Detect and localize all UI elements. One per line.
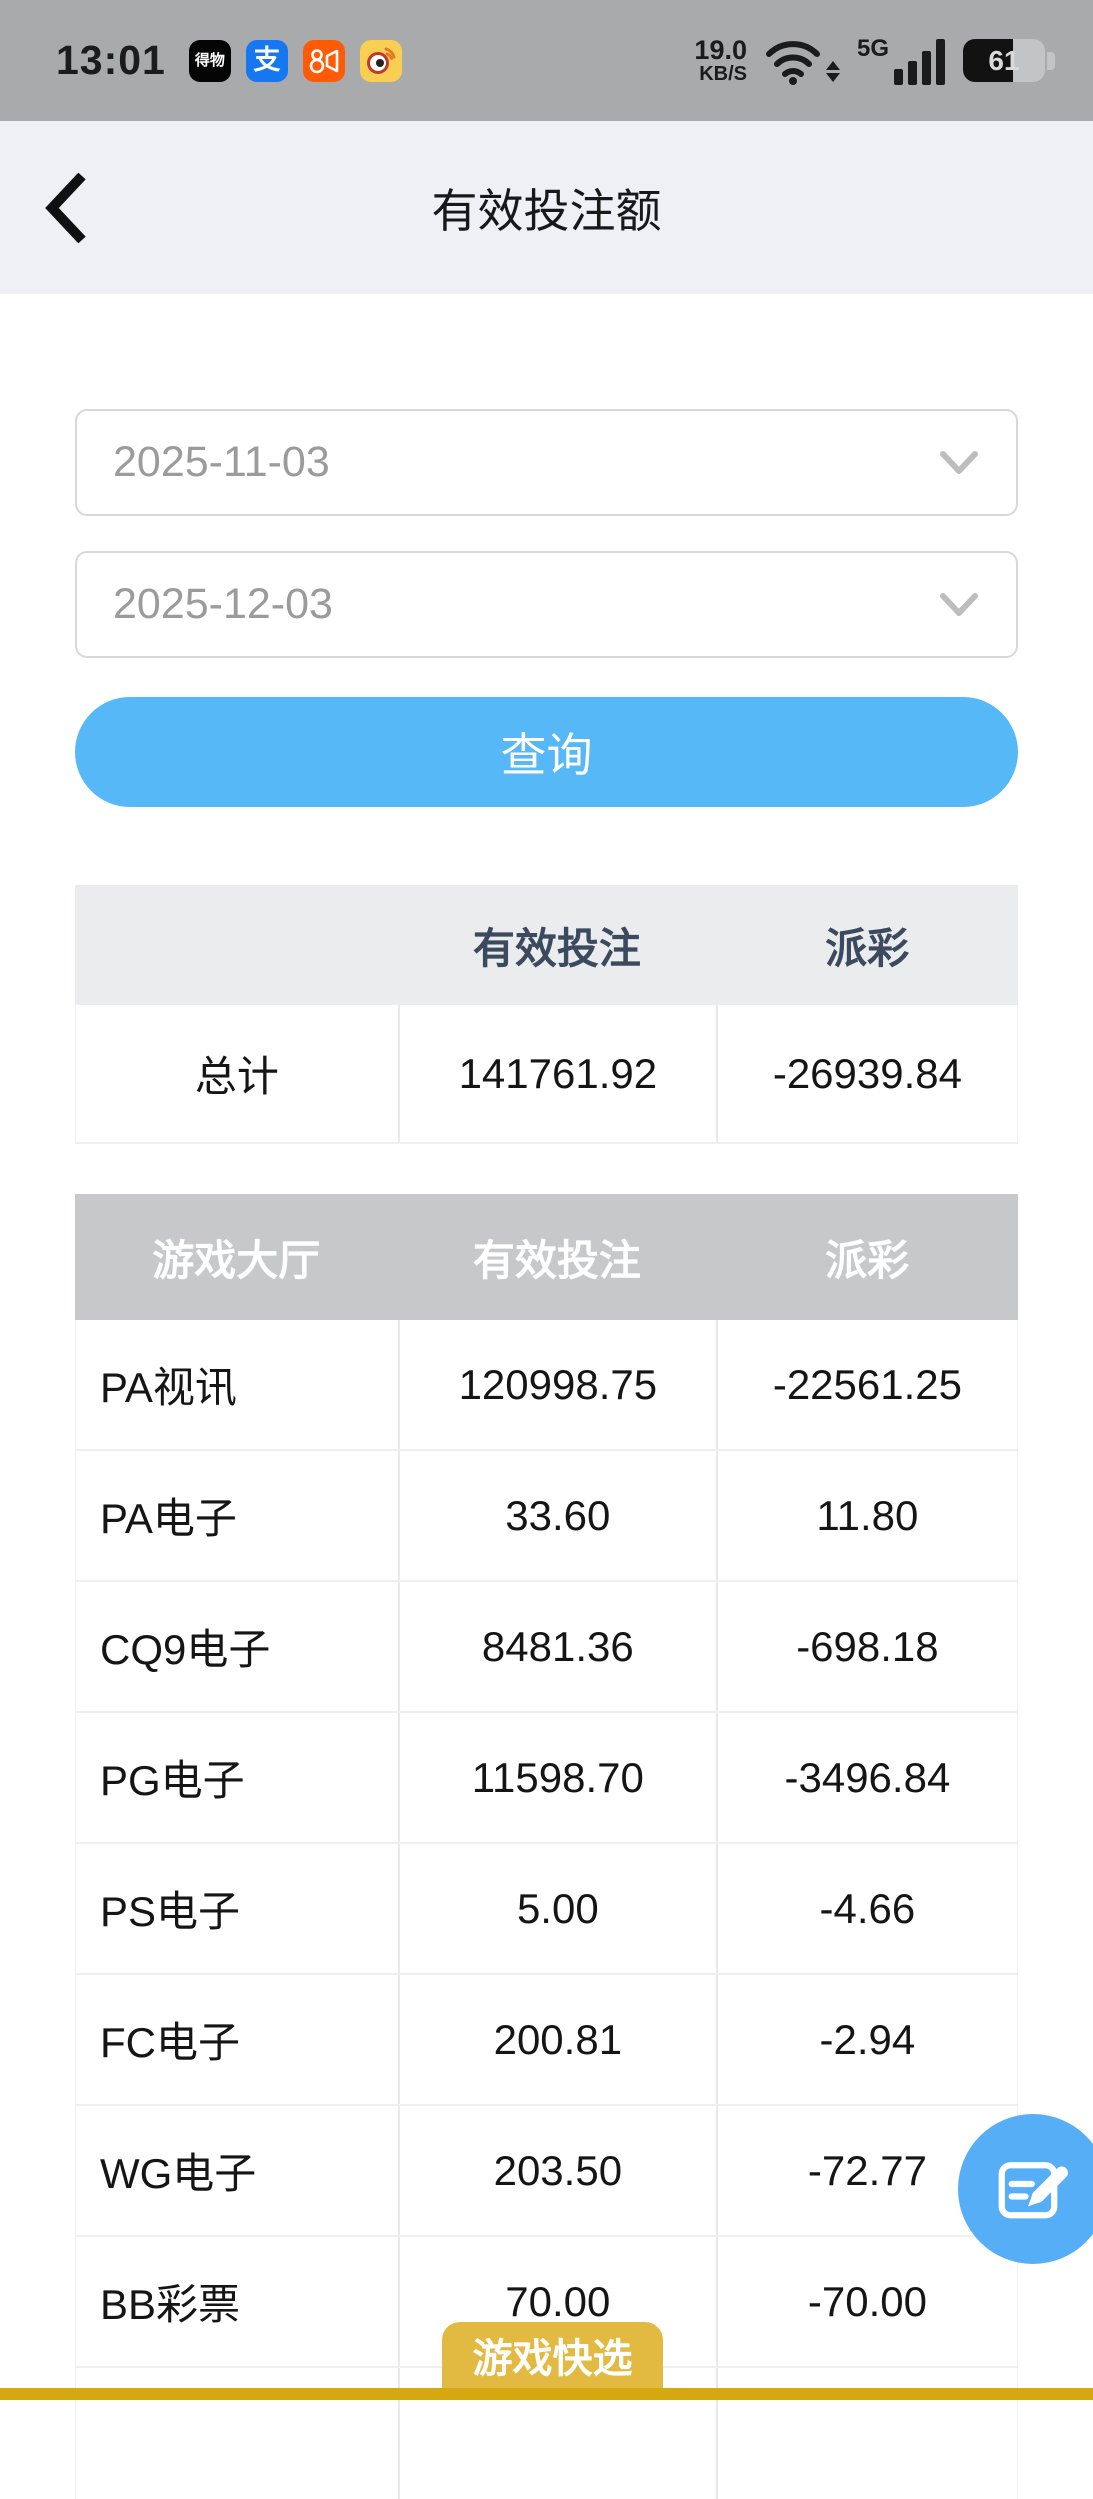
detail-header-hall: 游戏大厅 [152, 1236, 321, 1284]
table-row: WG电子 203.50 -72.77 [75, 2106, 1018, 2237]
status-bar-left: 13:01 得物 支 [56, 37, 402, 84]
hall-name: BB彩票 [100, 2281, 241, 2328]
summary-header-empty [75, 885, 398, 1005]
summary-total-valid-bet: 141761.92 [397, 1005, 716, 1142]
payout-value: -4.66 [715, 1844, 1017, 1973]
valid-bet-value: 11598.70 [397, 1713, 716, 1842]
valid-bet-value: 70.00 [397, 2237, 716, 2366]
network-type-label: 5G [856, 34, 889, 62]
status-bar-right: 19.0 KB/S 5G [694, 34, 1055, 86]
detail-header-payout: 派彩 [825, 1236, 910, 1284]
app-header: 有效投注额 [0, 121, 1093, 294]
payout-value: -22561.25 [715, 1320, 1017, 1449]
payout-value: -72.77 [715, 2106, 1017, 2235]
network-speed-value: 19.0 [694, 34, 747, 65]
wifi-icon [764, 37, 840, 85]
valid-bet-value: 33.60 [397, 1451, 716, 1580]
hall-name: PG电子 [100, 1757, 245, 1804]
network-speed: 19.0 KB/S [694, 34, 747, 86]
hall-name: PA电子 [100, 1495, 237, 1542]
detail-table-header: 游戏大厅 有效投注 派彩 [75, 1194, 1018, 1320]
payout-value: 11.80 [715, 1451, 1017, 1580]
detail-header-valid-bet: 有效投注 [472, 1236, 641, 1284]
table-row: PS电子 5.00 -4.66 [75, 1844, 1018, 1975]
summary-header-valid-bet: 有效投注 [472, 924, 641, 972]
summary-total-row: 总计 141761.92 -26939.84 [75, 1005, 1018, 1144]
end-date-select[interactable]: 2025-12-03 [75, 551, 1018, 658]
page-title: 有效投注额 [431, 184, 662, 237]
table-row: BB彩票 70.00 -70.00 [75, 2237, 1018, 2368]
chevron-down-icon [940, 592, 978, 616]
payout-value: -2.94 [715, 1975, 1017, 2104]
table-row: PA视讯 120998.75 -22561.25 [75, 1320, 1018, 1451]
summary-table-header: 有效投注 派彩 [75, 885, 1018, 1005]
query-button[interactable]: 查询 [75, 697, 1018, 807]
game-quick-select-tab[interactable]: 游戏快选 [442, 2322, 663, 2388]
table-row: FC电子 200.81 -2.94 [75, 1975, 1018, 2106]
valid-bet-value: 120998.75 [397, 1320, 716, 1449]
battery-level: 61 [988, 44, 1020, 76]
payout-value: -70.00 [715, 2237, 1017, 2366]
valid-bet-value: 5.00 [397, 1844, 716, 1973]
clock: 13:01 [56, 37, 166, 83]
payout-value: -3496.84 [715, 1713, 1017, 1842]
alipay-notification-icon: 支 [245, 39, 288, 82]
detail-table: 游戏大厅 有效投注 派彩 PA视讯 120998.75 -22561.25 PA… [75, 1194, 1018, 2499]
traffic-arrows-icon [825, 60, 840, 82]
table-row: CQ9电子 8481.36 -698.18 [75, 1582, 1018, 1713]
back-chevron-icon [45, 172, 86, 243]
hall-name: WG电子 [100, 2150, 257, 2197]
valid-bet-value: 8481.36 [397, 1582, 716, 1711]
end-date-value: 2025-12-03 [113, 580, 333, 628]
dewu-notification-icon: 得物 [188, 39, 231, 82]
query-button-label: 查询 [500, 729, 593, 781]
summary-header-payout: 派彩 [825, 924, 910, 972]
summary-table: 有效投注 派彩 总计 141761.92 -26939.84 [75, 885, 1018, 1144]
weibo-notification-icon [359, 39, 402, 82]
cellular-signal-icon: 5G [856, 34, 946, 85]
battery-icon: 61 [963, 39, 1055, 82]
back-button[interactable] [44, 163, 114, 253]
game-quick-select-label: 游戏快选 [472, 2337, 633, 2381]
valid-bet-value: 200.81 [397, 1975, 716, 2104]
table-row: PA电子 33.60 11.80 [75, 1451, 1018, 1582]
status-bar: 13:01 得物 支 19.0 KB/S [0, 0, 1093, 121]
hall-name: PA视讯 [100, 1364, 237, 1411]
hall-name: PS电子 [100, 1888, 241, 1935]
hall-name: CQ9电子 [100, 1626, 271, 1673]
bottom-gold-bar [0, 2388, 1093, 2400]
edit-icon [998, 2162, 1068, 2219]
kuaishou-notification-icon [302, 39, 345, 82]
start-date-value: 2025-11-03 [113, 438, 330, 486]
chevron-down-icon [940, 450, 978, 474]
table-row: PG电子 11598.70 -3496.84 [75, 1713, 1018, 1844]
valid-bet-value: 203.50 [397, 2106, 716, 2235]
edit-fab-button[interactable] [958, 2114, 1093, 2264]
summary-total-label: 总计 [194, 1053, 279, 1100]
network-speed-unit: KB/S [699, 63, 747, 86]
payout-value: -698.18 [715, 1582, 1017, 1711]
start-date-select[interactable]: 2025-11-03 [75, 409, 1018, 516]
summary-total-payout: -26939.84 [715, 1005, 1017, 1142]
hall-name: FC电子 [100, 2019, 240, 2066]
